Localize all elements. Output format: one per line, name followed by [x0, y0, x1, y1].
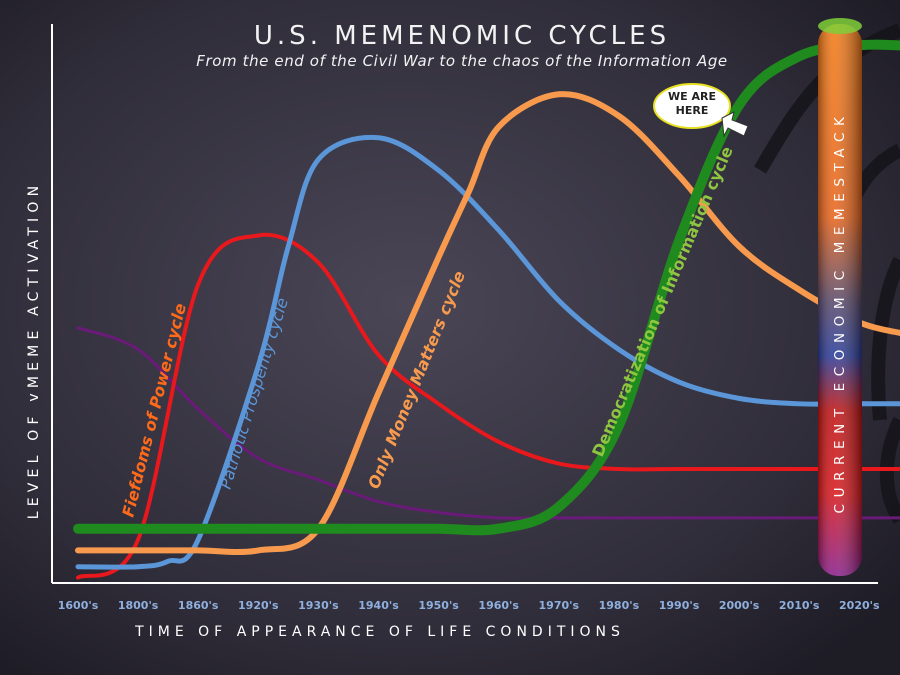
x-tick-label: 1800's	[118, 599, 159, 612]
x-tick-label: 2010's	[779, 599, 820, 612]
memestack-column: CURRENT ECONOMIC MEMESTACK	[818, 18, 862, 576]
x-tick-label: 2020's	[839, 599, 880, 612]
x-axis-label: TIME OF APPEARANCE OF LIFE CONDITIONS	[134, 624, 625, 640]
x-tick-labels: 1600's 1800's 1860's 1920's 1930's 1940's 1950…	[58, 599, 880, 612]
x-tick-label: 1920's	[238, 599, 279, 612]
chart-title: U.S. MEMENOMIC CYCLES	[254, 21, 670, 51]
chart-subtitle: From the end of the Civil War to the cha…	[196, 52, 728, 70]
x-tick-label: 1860's	[178, 599, 219, 612]
x-tick-label: 1940's	[358, 599, 399, 612]
x-tick-label: 1990's	[659, 599, 700, 612]
x-tick-label: 1930's	[298, 599, 339, 612]
arrow-icon	[721, 111, 749, 138]
x-tick-label: 2000's	[719, 599, 760, 612]
x-tick-label: 1950's	[418, 599, 459, 612]
y-axis-label: LEVEL OF vMEME ACTIVATION	[26, 181, 42, 520]
series-lines	[73, 39, 900, 580]
series-line-4	[76, 326, 900, 520]
series-line-3	[73, 39, 900, 536]
x-tick-label: 1970's	[539, 599, 580, 612]
series-line-1	[75, 134, 900, 570]
we-are-here-callout: WE ARE HERE	[653, 83, 749, 138]
x-tick-label: 1960's	[478, 599, 519, 612]
series-line-0	[76, 232, 900, 580]
series-line-2	[75, 91, 900, 556]
x-tick-label: 1980's	[599, 599, 640, 612]
memestack-label: CURRENT ECONOMIC MEMESTACK	[832, 111, 848, 514]
x-tick-label: 1600's	[58, 599, 99, 612]
callout-text: WE ARE HERE	[668, 90, 716, 117]
